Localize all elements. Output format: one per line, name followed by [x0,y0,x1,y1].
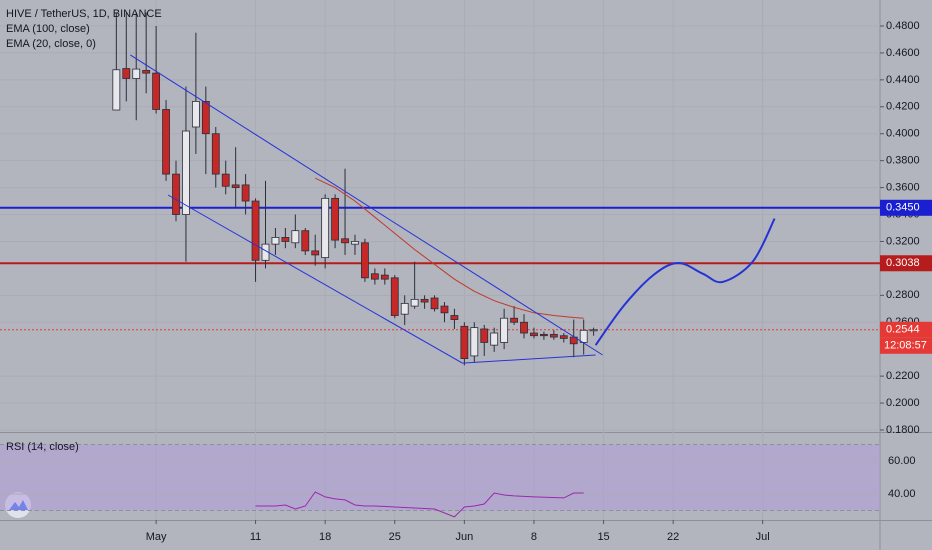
candle-body [579,329,588,343]
y-tick-label: 0.4200 [886,101,920,113]
y-tick-label: 0.3600 [886,181,920,193]
candle-body [112,69,121,111]
price-label-box [880,321,932,338]
candle-body [191,101,200,128]
y-tick-label: 0.4600 [886,47,920,59]
price-label: 0.2544 [886,324,920,336]
y-tick-label: 0.2800 [886,289,920,301]
x-tick-label: 15 [597,531,609,543]
y-tick-label: 0.4800 [886,20,920,32]
candle-body [470,327,479,357]
projection-curve [594,218,776,346]
candle-body [291,230,300,244]
candle-body [331,197,339,241]
rsi-band [0,444,880,511]
x-tick-label: 22 [667,531,679,543]
legend-text: EMA (100, close) [6,23,90,35]
y-tick-label: 0.4000 [886,128,920,140]
candle-body [520,321,528,334]
trendline-lower [167,194,596,364]
candle-body [211,133,220,175]
y-tick-label: 0.1800 [886,424,920,436]
price-label-box [880,199,932,216]
y-tick-label: 0.3800 [886,155,920,167]
candle-body [361,242,369,279]
candle-body [400,302,409,315]
candle-body [152,72,161,110]
candle-body [251,200,260,261]
candle-body [301,230,310,252]
candle-body [410,298,419,307]
candle-body [351,241,359,245]
candle-body [241,184,250,202]
candle-body [231,184,240,188]
ema-line [314,177,584,319]
y-tick-label: 0.2000 [886,397,920,409]
candle-body [132,68,141,79]
x-tick-label: 11 [250,531,261,543]
x-tick-label: 25 [389,531,401,543]
candle-body [589,329,598,332]
candle-body [380,274,389,280]
x-tick-label: May [146,531,167,543]
candle-body [450,315,459,320]
x-tick-label: 18 [319,531,331,543]
candle-body [540,333,548,337]
candle-body [311,250,320,256]
rsi-tick-label: 60.00 [888,455,916,467]
candle-body [390,277,399,316]
candle-body [162,109,170,175]
candle-body [122,68,131,79]
candle-body [281,237,290,242]
legend-text: HIVE / TetherUS, 1D, BINANCE [6,8,162,20]
candle-body [370,273,379,280]
candle-body [440,305,449,314]
price-label-box [880,255,932,272]
legend-text: EMA (20, close, 0) [6,38,96,50]
candle-body [490,332,499,346]
rsi-tick-label: 40.00 [888,488,916,500]
candle-body [142,70,151,74]
candle-body [341,238,349,244]
countdown-box [880,337,932,354]
y-tick-label: 0.3200 [886,235,920,247]
y-tick-label: 0.4400 [886,74,920,86]
candle-body [500,317,509,343]
rsi-line [255,491,584,518]
x-tick-label: 8 [531,531,537,543]
candle-body [172,173,180,215]
candle-body [530,332,538,337]
candle-body [430,297,439,310]
countdown: 12:08:57 [884,340,927,352]
candle-body [559,335,568,339]
candle-body [182,130,190,215]
candle-body [549,333,558,338]
candle-body [480,328,489,343]
candle-body [510,317,518,323]
candle-body [321,197,330,259]
x-tick-label: Jun [455,531,473,543]
rsi-title: RSI (14, close) [6,441,79,453]
candle-body [460,325,469,360]
candle-body [271,237,280,245]
candle-body [221,173,230,187]
y-tick-label: 0.2200 [886,370,920,382]
trendline-upper [130,54,603,356]
candle-body [420,298,429,303]
x-tick-label: Jul [756,531,770,543]
price-label: 0.3038 [886,257,920,269]
price-label: 0.3450 [886,202,920,214]
candle-body [201,101,210,135]
